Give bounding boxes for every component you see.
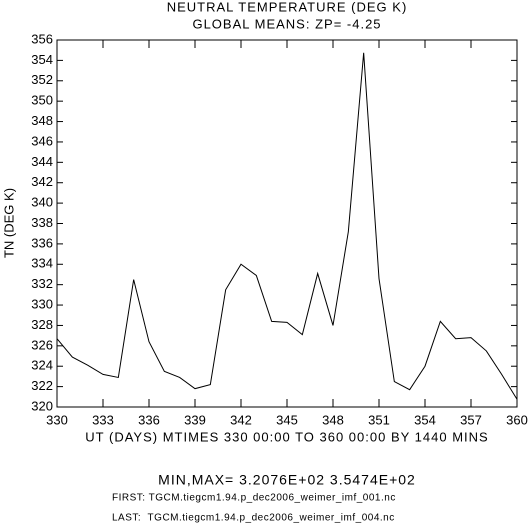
y-tick-label: 344 <box>31 154 53 169</box>
y-tick-label: 342 <box>31 174 53 189</box>
y-tick-label: 328 <box>31 317 53 332</box>
y-tick-label: 336 <box>31 235 53 250</box>
annotation: MIN,MAX= 3.2076E+02 3.5474E+02 <box>158 472 416 488</box>
chart-title: NEUTRAL TEMPERATURE (DEG K) <box>167 0 408 14</box>
x-tick-label: 360 <box>506 412 528 427</box>
plot-frame <box>56 39 518 408</box>
x-axis-label: UT (DAYS) MTIMES 330 00:00 TO 360 00:00 … <box>85 429 488 444</box>
x-tick-label: 348 <box>322 412 344 427</box>
y-tick-label: 324 <box>31 358 53 373</box>
y-tick-label: 338 <box>31 215 53 230</box>
y-tick-label: 330 <box>31 296 53 311</box>
y-tick-label: 356 <box>31 31 53 46</box>
y-tick-label: 320 <box>31 398 53 413</box>
annotation: LAST: TGCM.tiegcm1.94.p_dec2006_weimer_i… <box>112 513 395 524</box>
y-tick-label: 354 <box>31 52 53 67</box>
y-tick-label: 340 <box>31 195 53 210</box>
annotation: FIRST: TGCM.tiegcm1.94.p_dec2006_weimer_… <box>112 493 396 504</box>
x-tick-label: 339 <box>184 412 206 427</box>
y-tick-label: 334 <box>31 256 53 271</box>
y-tick-label: 350 <box>31 93 53 108</box>
x-tick-label: 333 <box>92 412 114 427</box>
x-tick-label: 357 <box>460 412 482 427</box>
x-tick-label: 351 <box>368 412 390 427</box>
x-tick-label: 342 <box>230 412 252 427</box>
data-line <box>56 52 518 400</box>
y-tick-label: 332 <box>31 276 53 291</box>
y-tick-label: 352 <box>31 72 53 87</box>
y-tick-label: 322 <box>31 378 53 393</box>
y-tick-label: 326 <box>31 337 53 352</box>
x-tick-label: 336 <box>138 412 160 427</box>
x-tick-label: 330 <box>46 412 68 427</box>
y-axis-label: TN (DEG K) <box>1 188 16 258</box>
x-tick-label: 354 <box>414 412 436 427</box>
chart-subtitle: GLOBAL MEANS: ZP= -4.25 <box>192 16 381 31</box>
y-tick-label: 348 <box>31 113 53 128</box>
y-tick-label: 346 <box>31 133 53 148</box>
x-tick-label: 345 <box>276 412 298 427</box>
